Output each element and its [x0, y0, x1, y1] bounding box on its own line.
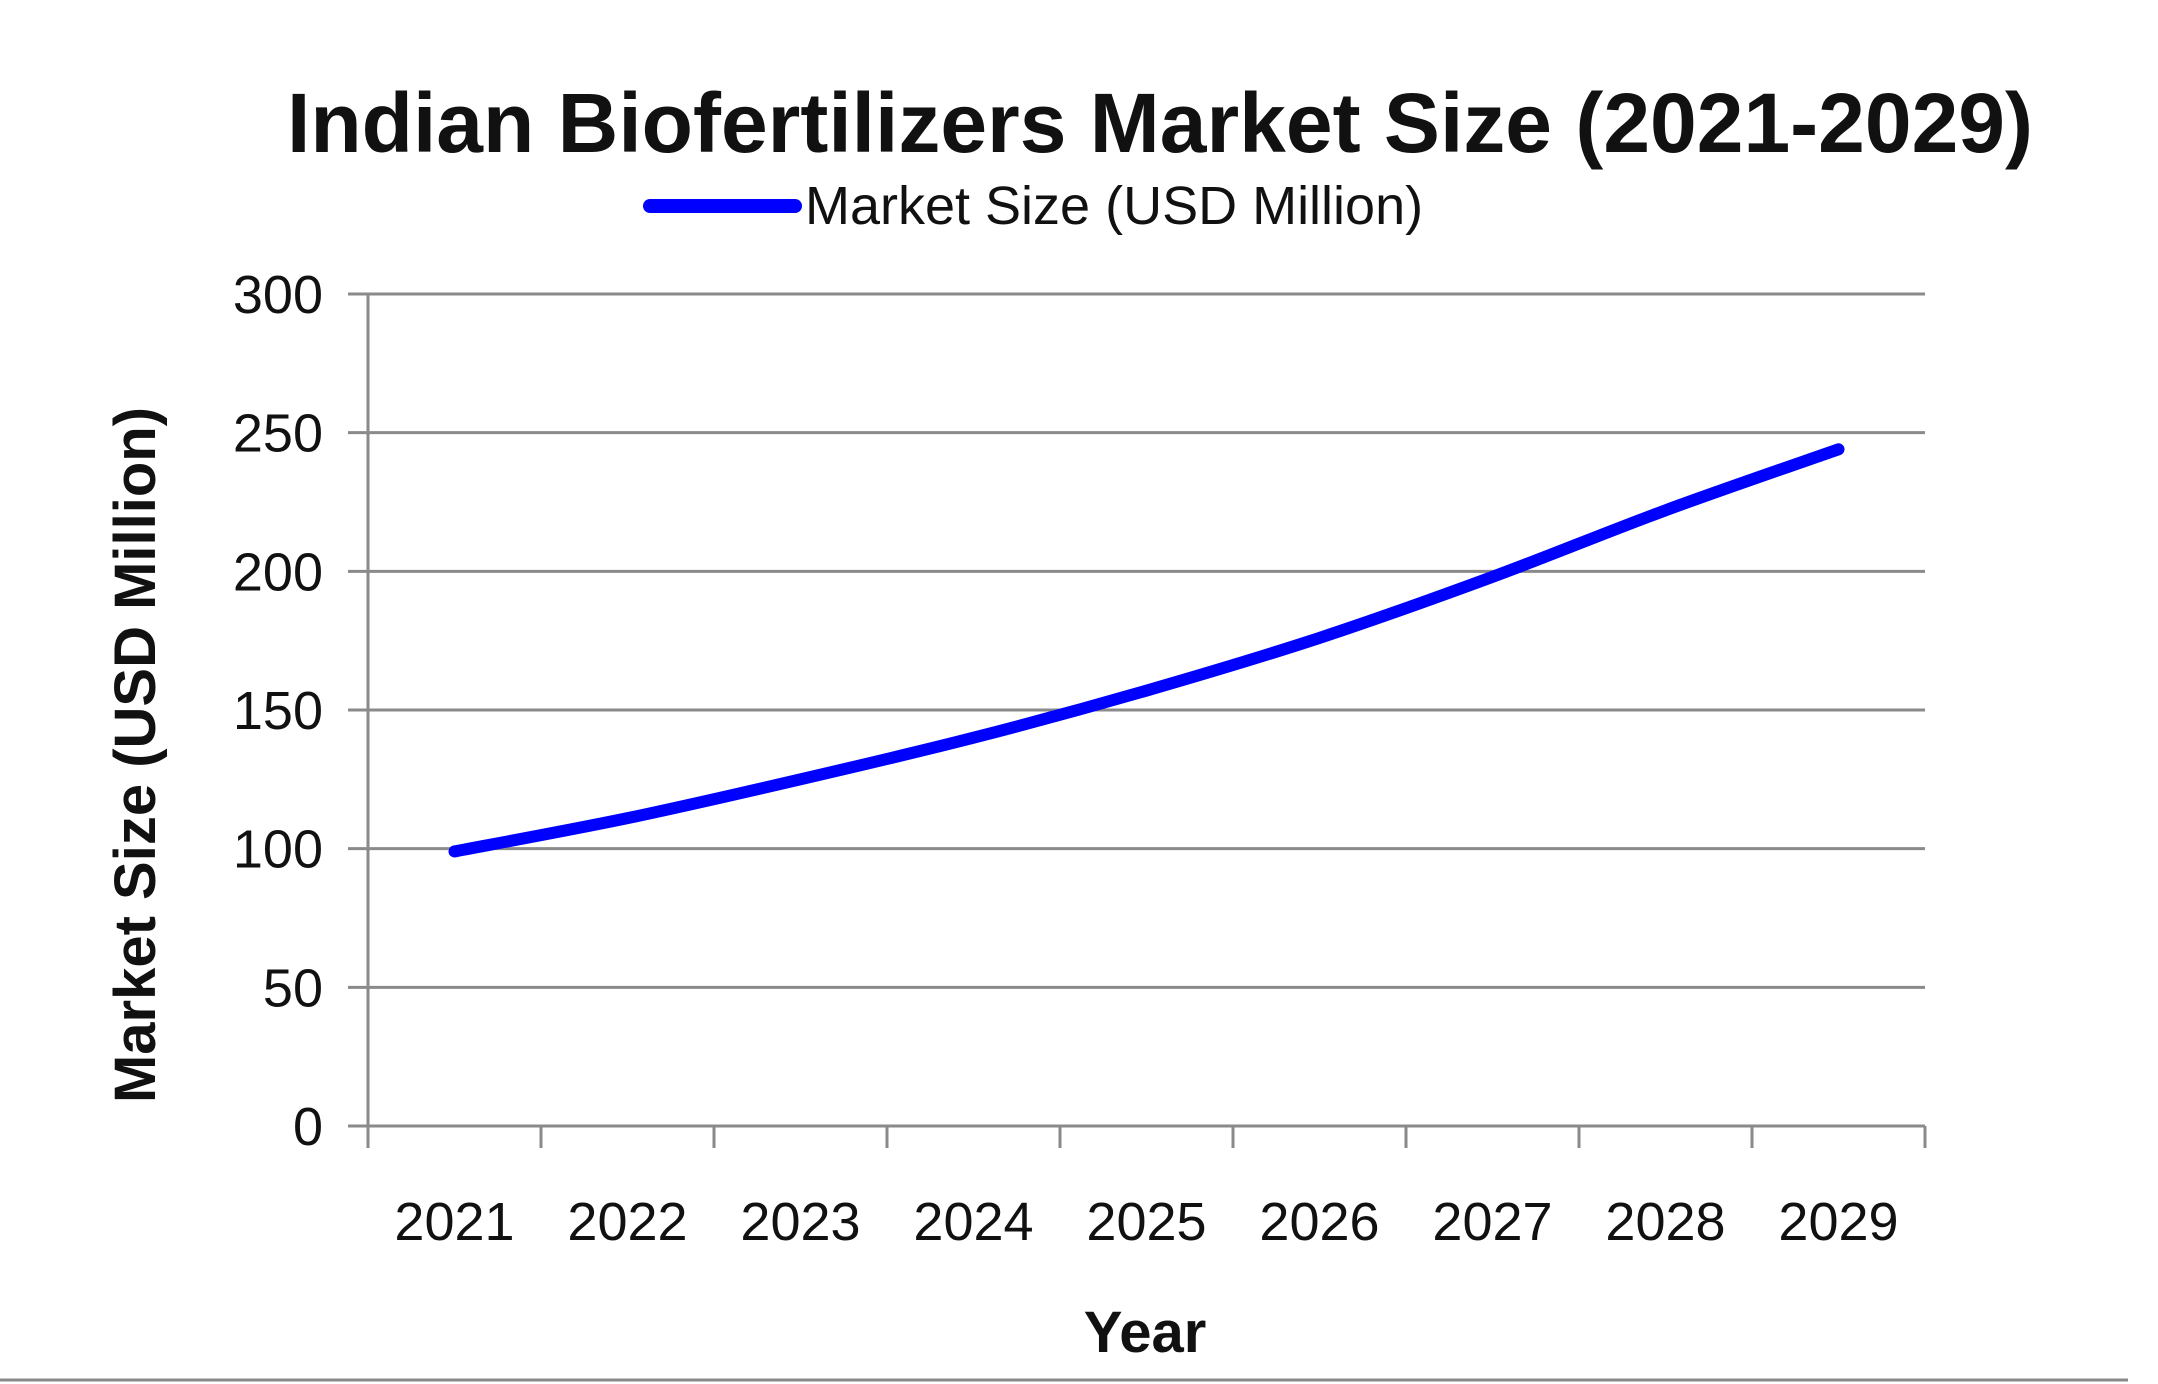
y-tick-label-300: 300 [233, 265, 323, 325]
data-point-2024 [973, 737, 974, 738]
x-axis-label: Year [1084, 1300, 1207, 1365]
data-point-2022 [627, 818, 628, 819]
data-point-2023 [800, 779, 801, 780]
x-tick-label-2026: 2026 [1259, 1192, 1379, 1252]
data-point-2026 [1319, 637, 1320, 638]
legend: Market Size (USD Million) [643, 176, 1423, 236]
y-tick-label-250: 250 [233, 404, 323, 464]
x-tick-label-2029: 2029 [1778, 1192, 1898, 1252]
x-tick-label-2028: 2028 [1605, 1192, 1725, 1252]
y-tick-label-100: 100 [233, 820, 323, 880]
series-line-0 [448, 443, 1845, 858]
series-layer [448, 443, 1845, 858]
x-tick-label-2022: 2022 [567, 1192, 687, 1252]
chart-title: Indian Biofertilizers Market Size (2021-… [287, 76, 2033, 170]
x-tick-label-2024: 2024 [913, 1192, 1033, 1252]
data-point-2029 [1838, 449, 1839, 450]
y-tick-label-150: 150 [233, 681, 323, 741]
data-point-2027 [1492, 576, 1493, 577]
y-axis-label: Market Size (USD Million) [103, 407, 168, 1103]
y-tick-label-0: 0 [293, 1097, 323, 1157]
y-tick-labels: 0 50 100 150 200 250 300 [233, 265, 323, 1157]
x-tick-label-2025: 2025 [1086, 1192, 1206, 1252]
x-tick-label-2027: 2027 [1432, 1192, 1552, 1252]
data-point-2028 [1665, 510, 1666, 511]
y-tick-label-200: 200 [233, 542, 323, 602]
x-tick-label-2021: 2021 [394, 1192, 514, 1252]
data-point-2025 [1146, 690, 1147, 691]
axes [348, 294, 1927, 1148]
x-tick-labels: 2021 2022 2023 2024 2025 2026 2027 2028 2029 [394, 1192, 1898, 1252]
data-point-2021 [454, 851, 455, 852]
y-tick-label-50: 50 [263, 958, 323, 1018]
legend-label: Market Size (USD Million) [805, 176, 1423, 236]
x-tick-label-2023: 2023 [740, 1192, 860, 1252]
gridlines [348, 292, 1925, 989]
